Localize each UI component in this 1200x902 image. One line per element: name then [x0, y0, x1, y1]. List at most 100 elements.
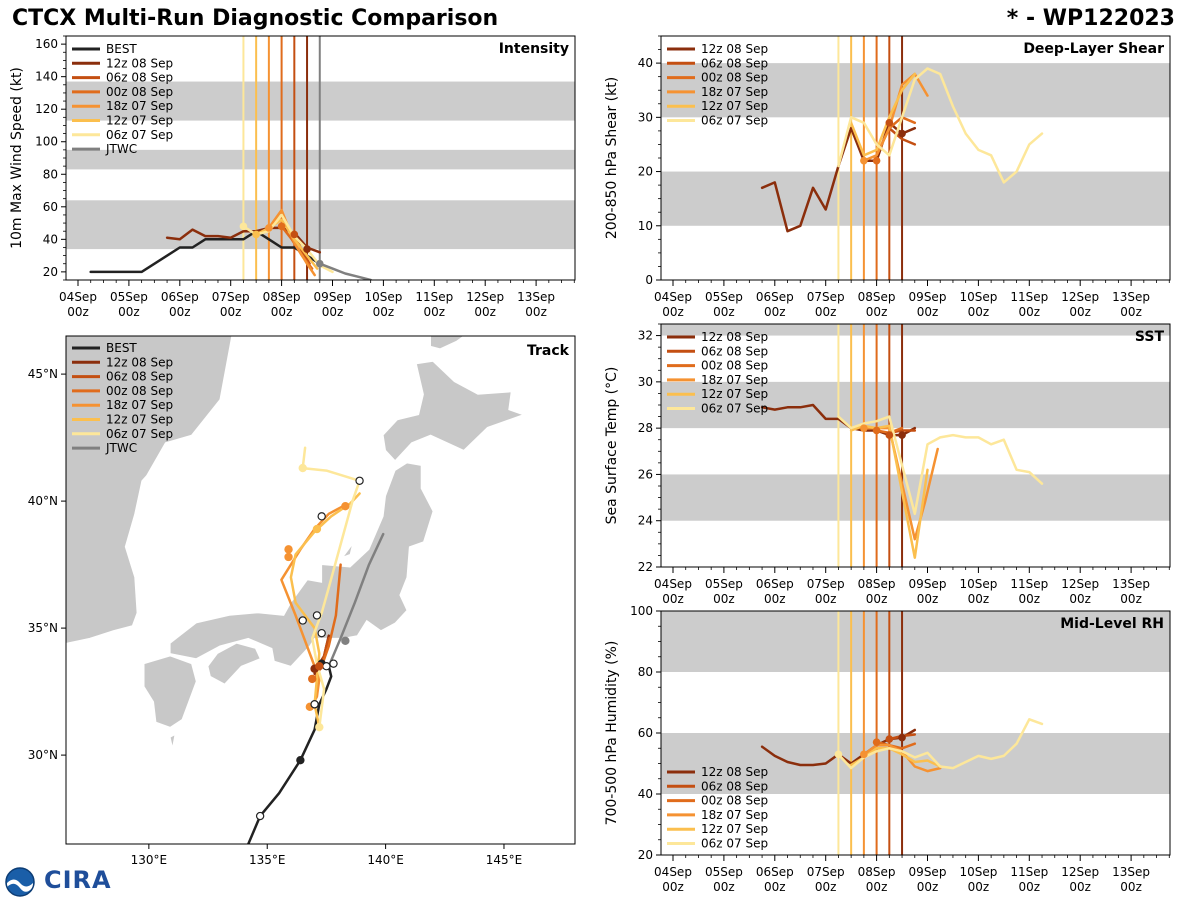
ytick-label-sst: 26 [638, 467, 653, 481]
legend-label-shear-06z-08-sep: 06z 08 Sep [701, 56, 768, 70]
panel-title-intensity: Intensity [499, 41, 569, 57]
ytick-label-sst: 28 [638, 421, 653, 435]
xtick-label-shear: 00z [1019, 305, 1041, 319]
ytick-label-intensity: 100 [35, 135, 58, 149]
xtick-label-intensity: 00z [67, 305, 89, 319]
legend-label-intensity-12z-08-sep: 12z 08 Sep [106, 56, 173, 70]
series-shear-06z-08-sep [888, 126, 917, 146]
xtick-label-intensity: 12Sep [466, 290, 504, 304]
xtick-label-sst: 08Sep [858, 577, 896, 591]
ytick-label-rh: 40 [638, 787, 653, 801]
tanegashima-land [169, 734, 176, 748]
xtick-label-sst: 04Sep [654, 577, 692, 591]
ytick-label-intensity: 140 [35, 70, 58, 84]
marker-intensity-00z-08-sep [277, 222, 286, 231]
plot-area-sst [661, 324, 1170, 567]
xtick-label-rh: 12Sep [1061, 865, 1099, 879]
series-sst-06z-07-sep [837, 415, 1044, 516]
track-marker-best [322, 662, 331, 671]
lat-tick-label: 30°N [28, 748, 58, 762]
legend-label-track-06z-07-sep: 06z 07 Sep [106, 427, 173, 441]
marker-rh-06z-07-sep [834, 750, 843, 759]
lon-tick-label: 130°E [131, 853, 168, 867]
track-marker-18z-07-sep [298, 616, 307, 625]
xtick-label-sst: 00z [968, 592, 990, 606]
xtick-label-rh: 00z [815, 880, 837, 894]
series-intensity-jtwc [318, 262, 372, 280]
ylabel-intensity: 10m Max Wind Speed (kt) [9, 67, 25, 249]
band-rh-1 [661, 611, 1170, 672]
ytick-label-intensity: 160 [35, 37, 58, 51]
plot-area-rh [661, 611, 1170, 855]
korea-land [66, 336, 233, 644]
ylabel-shear: 200-850 hPa Shear (kt) [604, 77, 620, 239]
xtick-label-sst: 13Sep [1112, 577, 1150, 591]
legend-label-sst-00z-08-sep: 00z 08 Sep [701, 359, 768, 373]
logo-text: CIRA [44, 866, 112, 894]
series-shear-12z-07-sep [849, 72, 917, 157]
xtick-label-shear: 00z [815, 305, 837, 319]
track-jtwc [327, 532, 385, 668]
ytick-label-intensity: 120 [35, 102, 58, 116]
panel-title-rh: Mid-Level RH [1060, 616, 1164, 632]
legend-label-rh-06z-07-sep: 06z 07 Sep [701, 837, 768, 851]
xtick-label-shear: 12Sep [1061, 290, 1099, 304]
band-shear-1 [661, 63, 1170, 118]
xtick-label-rh: 00z [917, 880, 939, 894]
legend-label-sst-12z-07-sep: 12z 07 Sep [701, 387, 768, 401]
xtick-label-intensity: 00z [322, 305, 344, 319]
marker-rh-06z-08-sep [885, 735, 894, 743]
xtick-label-intensity: 04Sep [59, 290, 97, 304]
ytick-label-sst: 30 [638, 375, 653, 389]
xtick-label-rh: 00z [968, 880, 990, 894]
track-18z-07-sep [280, 504, 345, 711]
xtick-label-shear: 11Sep [1010, 290, 1048, 304]
panel-track: 130°E 135°E 140°E 145°E 30°N 35°N 40°N 45°N Trac… [28, 335, 576, 867]
track-marker-06z-08-sep [315, 662, 324, 671]
xtick-label-sst: 00z [1120, 592, 1142, 606]
xtick-label-sst: 07Sep [807, 577, 845, 591]
xtick-label-intensity: 13Sep [517, 290, 555, 304]
marker-intensity-12z-07-sep [252, 230, 260, 239]
legend-label-intensity-06z-07-sep: 06z 07 Sep [106, 128, 173, 142]
legend-label-track-best: BEST [106, 341, 137, 355]
panel-sst: 22242628303204Sep00z05Sep00z06Sep00z07Se… [604, 323, 1171, 606]
track-marker-18z-07-sep [284, 545, 293, 554]
xtick-label-shear: 08Sep [858, 290, 896, 304]
xtick-label-sst: 10Sep [959, 577, 997, 591]
marker-sst-06z-08-sep [885, 431, 894, 439]
track-marker-06z-07-sep [355, 476, 364, 485]
xtick-label-shear: 00z [968, 305, 990, 319]
band-sst-2 [661, 324, 1170, 336]
lon-tick-label: 135°E [249, 853, 286, 867]
marker-intensity-jtwc [315, 259, 324, 268]
panel-intensity: 2040608010012014016004Sep00z05Sep00z06Se… [9, 35, 576, 319]
track-marker-12z-07-sep [312, 524, 322, 534]
legend-label-shear-06z-07-sep: 06z 07 Sep [701, 114, 768, 128]
legend-label-shear-12z-08-sep: 12z 08 Sep [701, 42, 768, 56]
xtick-label-rh: 00z [1069, 880, 1091, 894]
xtick-label-rh: 00z [713, 880, 735, 894]
xtick-label-sst: 11Sep [1010, 577, 1048, 591]
ylabel-rh: 700-500 hPa Humidity (%) [604, 641, 620, 826]
sakhalin-land [430, 336, 465, 350]
series-intensity-best [89, 229, 322, 274]
ytick-label-shear: 30 [638, 110, 653, 124]
legend-label-rh-12z-08-sep: 12z 08 Sep [701, 765, 768, 779]
ytick-label-shear: 10 [638, 219, 653, 233]
series-rh-00z-08-sep [875, 740, 917, 750]
xtick-label-rh: 07Sep [807, 865, 845, 879]
xtick-label-intensity: 00z [474, 305, 496, 319]
ytick-label-shear: 20 [638, 165, 653, 179]
legend-label-intensity-06z-08-sep: 06z 08 Sep [106, 71, 173, 85]
xtick-label-intensity: 00z [118, 305, 140, 319]
xtick-label-sst: 00z [917, 592, 939, 606]
frame-track [65, 335, 576, 845]
band-shear-0 [661, 171, 1170, 226]
cira-logo: CIRA [4, 866, 114, 898]
legend-label-intensity-best: BEST [106, 42, 137, 56]
xtick-label-intensity: 07Sep [212, 290, 250, 304]
series-intensity-18z-07-sep [267, 208, 316, 277]
xtick-label-sst: 05Sep [705, 577, 743, 591]
xtick-label-shear: 00z [1069, 305, 1091, 319]
